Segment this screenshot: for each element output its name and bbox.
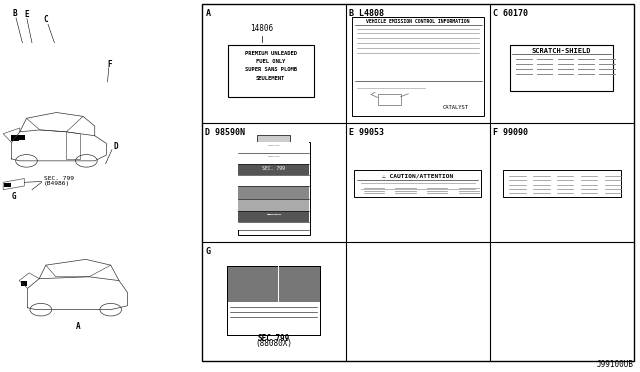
Text: SEC. 799: SEC. 799 [44,176,74,181]
Text: SUPER SANS PLOMB: SUPER SANS PLOMB [244,67,297,73]
Bar [257,135,290,142]
Bar [352,17,484,116]
Bar [227,266,321,335]
Text: F: F [108,60,112,69]
Text: PREMIUM UNLEADED: PREMIUM UNLEADED [244,51,297,56]
Text: ─────: ───── [268,144,280,148]
Text: ─────: ───── [268,155,280,160]
Text: SEULEMENT: SEULEMENT [256,76,285,81]
Text: D 98590N: D 98590N [205,128,246,137]
Bar [238,211,309,222]
Bar [509,45,614,91]
Bar [238,164,309,175]
Text: G: G [12,192,16,201]
Bar [202,4,634,361]
Bar [502,170,621,196]
Text: (88080X): (88080X) [255,339,292,348]
Bar [238,186,309,199]
Text: A: A [76,322,80,331]
Text: SEC. 799: SEC. 799 [262,166,285,171]
Text: A: A [205,9,211,17]
Bar [11,135,19,141]
Bar [21,281,28,286]
Bar [227,266,321,302]
Bar [238,199,309,211]
Text: CATALYST: CATALYST [442,105,468,110]
Text: FUEL ONLY: FUEL ONLY [256,59,285,64]
Text: C: C [44,15,48,24]
Bar [378,94,401,105]
Bar [238,142,309,153]
Text: VEHICLE EMISSION CONTROL INFORMATION: VEHICLE EMISSION CONTROL INFORMATION [367,19,470,25]
Text: B L4808: B L4808 [349,9,385,17]
Bar [355,170,481,196]
Text: B: B [13,9,17,17]
Text: 14806: 14806 [250,24,274,33]
Text: F 99090: F 99090 [493,128,529,137]
Text: C 60170: C 60170 [493,9,529,17]
Text: E: E [24,10,29,19]
Text: J99100UB: J99100UB [596,360,634,369]
Bar [19,135,25,140]
Text: E 99053: E 99053 [349,128,385,137]
Bar [238,175,309,186]
Bar [4,183,11,187]
Text: (B4986): (B4986) [44,180,70,186]
Bar [237,142,310,235]
Text: D: D [114,142,118,151]
Text: SEC.799: SEC.799 [257,334,290,343]
Bar [227,266,321,335]
Text: ⚠ CAUTION/ATTENTION: ⚠ CAUTION/ATTENTION [382,174,453,179]
Text: SCRATCH-SHIELD: SCRATCH-SHIELD [532,48,591,54]
Bar [228,45,314,97]
Text: ──────: ────── [266,213,281,217]
Bar [238,153,309,164]
Text: G: G [205,247,211,256]
Bar [238,222,309,230]
